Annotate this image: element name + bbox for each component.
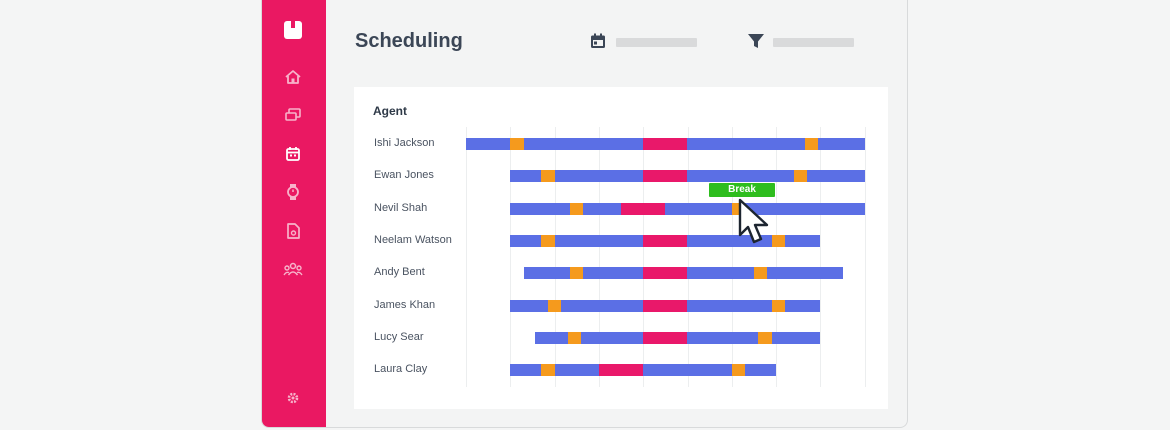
- gear-icon[interactable]: [282, 387, 304, 409]
- calendar-icon[interactable]: [282, 143, 304, 165]
- time-gridline: [776, 127, 778, 387]
- break-block[interactable]: [541, 234, 555, 247]
- app-window: Scheduling Agent Ishi Jackson Ewan Jones N…: [261, 0, 908, 428]
- time-gridline: [820, 127, 822, 387]
- pointer-cursor-icon: [737, 197, 773, 249]
- break-block[interactable]: [758, 331, 772, 344]
- page-title: Scheduling: [355, 30, 463, 52]
- lunch-block[interactable]: [643, 138, 688, 150]
- break-tooltip: Break: [709, 183, 775, 197]
- time-gridline: [466, 127, 467, 387]
- home-icon[interactable]: [282, 66, 304, 88]
- date-range-field[interactable]: [616, 38, 697, 47]
- lunch-block[interactable]: [643, 234, 688, 247]
- agent-name: Ewan Jones: [374, 169, 434, 182]
- watch-icon[interactable]: [282, 181, 304, 203]
- agent-name: Neelam Watson: [374, 233, 452, 246]
- lunch-block[interactable]: [621, 202, 666, 215]
- shift-bar[interactable]: [510, 170, 865, 183]
- break-block[interactable]: [541, 364, 555, 377]
- break-block[interactable]: [731, 364, 746, 377]
- break-block[interactable]: [510, 138, 524, 150]
- lunch-block[interactable]: [643, 331, 688, 344]
- break-block[interactable]: [567, 331, 582, 344]
- break-block[interactable]: [570, 202, 584, 215]
- time-gridline: [731, 127, 733, 387]
- shift-bar[interactable]: [510, 364, 777, 377]
- time-gridline: [598, 127, 600, 387]
- schedule-panel: Agent Ishi Jackson Ewan Jones Nevil Shah Ne…: [354, 87, 888, 409]
- time-gridline: [510, 127, 512, 387]
- time-gridline: [643, 127, 645, 387]
- sidebar: [262, 0, 326, 427]
- lunch-block[interactable]: [643, 267, 688, 280]
- break-block[interactable]: [771, 234, 785, 247]
- agent-name: Nevil Shah: [374, 201, 428, 214]
- time-gridline: [687, 127, 689, 387]
- lunch-block[interactable]: [643, 170, 688, 183]
- team-icon[interactable]: [282, 258, 304, 280]
- time-gridline: [864, 127, 866, 387]
- agent-name: James Khan: [374, 298, 436, 311]
- agent-column-heading: Agent: [373, 104, 407, 118]
- agent-name: Lucy Sear: [374, 330, 424, 343]
- document-icon[interactable]: [282, 220, 304, 242]
- time-gridline: [554, 127, 556, 387]
- schedule-board-icon[interactable]: [282, 104, 304, 126]
- break-block[interactable]: [793, 170, 808, 183]
- break-block[interactable]: [771, 299, 785, 312]
- lunch-block[interactable]: [643, 299, 688, 312]
- filter-icon[interactable]: [747, 32, 765, 50]
- break-block[interactable]: [570, 267, 584, 280]
- break-block[interactable]: [753, 267, 768, 280]
- shift-bar[interactable]: [510, 202, 865, 215]
- app-logo-icon[interactable]: [283, 20, 303, 40]
- break-block[interactable]: [804, 138, 819, 150]
- agent-name: Laura Clay: [374, 363, 428, 376]
- calendar-icon[interactable]: [589, 32, 607, 50]
- break-block[interactable]: [541, 170, 555, 183]
- filter-field[interactable]: [773, 38, 854, 47]
- agent-name: Ishi Jackson: [374, 137, 435, 149]
- agent-name: Andy Bent: [374, 266, 425, 279]
- break-block[interactable]: [547, 299, 562, 312]
- lunch-block[interactable]: [598, 364, 644, 377]
